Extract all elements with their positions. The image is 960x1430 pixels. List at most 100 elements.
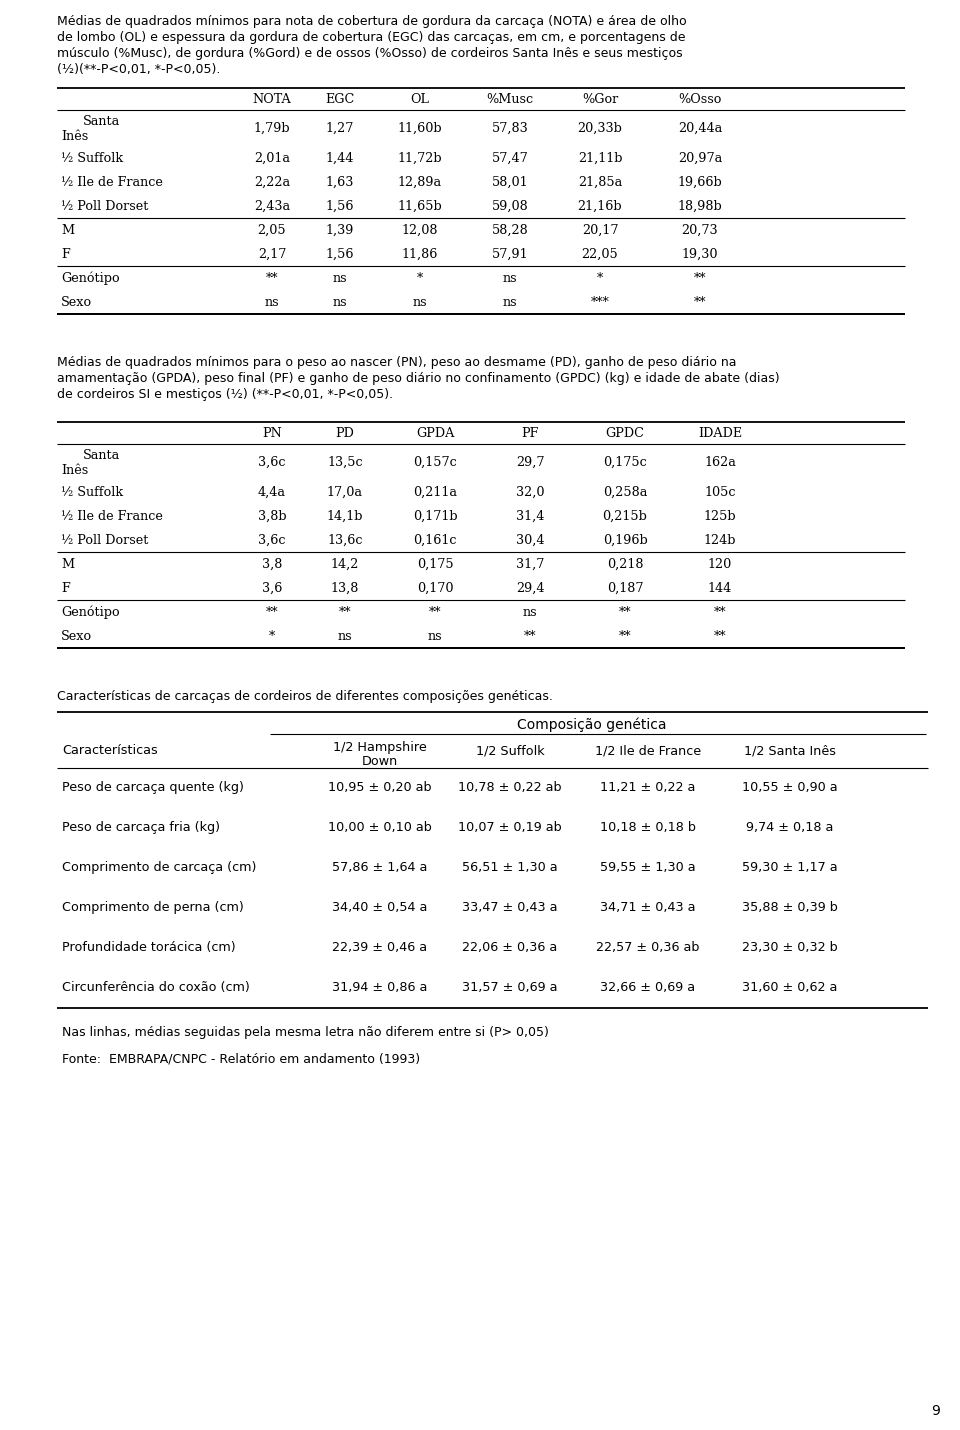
Text: 14,2: 14,2 [331,558,359,571]
Text: 125b: 125b [704,509,736,522]
Text: 0,171b: 0,171b [413,509,457,522]
Text: 0,161c: 0,161c [413,533,457,546]
Text: **: ** [619,605,632,619]
Text: GPDC: GPDC [606,428,644,440]
Text: 59,55 ± 1,30 a: 59,55 ± 1,30 a [600,861,696,875]
Text: *: * [597,272,603,285]
Text: 162a: 162a [704,456,736,469]
Text: **: ** [429,605,442,619]
Text: amamentação (GPDA), peso final (PF) e ganho de peso diário no confinamento (GPDC: amamentação (GPDA), peso final (PF) e ga… [57,372,780,385]
Text: Médias de quadrados mínimos para nota de cobertura de gordura da carcaça (NOTA) : Médias de quadrados mínimos para nota de… [57,14,686,29]
Text: Inês: Inês [61,130,88,143]
Text: **: ** [713,629,727,642]
Text: 32,66 ± 0,69 a: 32,66 ± 0,69 a [600,981,696,994]
Text: 2,17: 2,17 [258,247,286,260]
Text: PN: PN [262,428,282,440]
Text: 3,6c: 3,6c [258,456,286,469]
Text: 21,11b: 21,11b [578,152,622,164]
Text: 2,43a: 2,43a [254,200,290,213]
Text: ½ Poll Dorset: ½ Poll Dorset [61,533,149,546]
Text: 57,86 ± 1,64 a: 57,86 ± 1,64 a [332,861,428,875]
Text: Peso de carcaça fria (kg): Peso de carcaça fria (kg) [62,821,220,835]
Text: 18,98b: 18,98b [678,200,722,213]
Text: 35,88 ± 0,39 b: 35,88 ± 0,39 b [742,901,838,915]
Text: 20,97a: 20,97a [678,152,722,164]
Text: 1/2 Santa Inês: 1/2 Santa Inês [744,745,836,758]
Text: 20,44a: 20,44a [678,122,722,134]
Text: OL: OL [411,93,429,106]
Text: 11,65b: 11,65b [397,200,443,213]
Text: 57,83: 57,83 [492,122,528,134]
Text: 144: 144 [708,582,732,595]
Text: 9: 9 [931,1404,940,1419]
Text: 21,85a: 21,85a [578,176,622,189]
Text: 10,78 ± 0,22 ab: 10,78 ± 0,22 ab [458,782,562,795]
Text: ½ Suffolk: ½ Suffolk [61,486,123,499]
Text: Santa: Santa [83,449,120,462]
Text: ½ Ile de France: ½ Ile de France [61,176,163,189]
Text: 13,8: 13,8 [331,582,359,595]
Text: 105c: 105c [705,486,735,499]
Text: 0,218: 0,218 [607,558,643,571]
Text: 31,94 ± 0,86 a: 31,94 ± 0,86 a [332,981,428,994]
Text: 10,00 ± 0,10 ab: 10,00 ± 0,10 ab [328,821,432,835]
Text: **: ** [524,629,537,642]
Text: PD: PD [336,428,354,440]
Text: Composição genética: Composição genética [516,718,666,732]
Text: 10,07 ± 0,19 ab: 10,07 ± 0,19 ab [458,821,562,835]
Text: 20,73: 20,73 [682,223,718,236]
Text: músculo (%Musc), de gordura (%Gord) e de ossos (%Osso) de cordeiros Santa Inês e: músculo (%Musc), de gordura (%Gord) e de… [57,47,683,60]
Text: 11,86: 11,86 [402,247,438,260]
Text: ns: ns [413,296,427,309]
Text: 1/2 Suffolk: 1/2 Suffolk [476,745,544,758]
Text: 10,18 ± 0,18 b: 10,18 ± 0,18 b [600,821,696,835]
Text: Genótipo: Genótipo [61,272,120,285]
Text: 31,4: 31,4 [516,509,544,522]
Text: Fonte:  EMBRAPA/CNPC - Relatório em andamento (1993): Fonte: EMBRAPA/CNPC - Relatório em andam… [62,1052,420,1065]
Text: GPDA: GPDA [416,428,454,440]
Text: ns: ns [428,629,443,642]
Text: ns: ns [333,272,348,285]
Text: M: M [61,223,74,236]
Text: 21,16b: 21,16b [578,200,622,213]
Text: Comprimento de carcaça (cm): Comprimento de carcaça (cm) [62,861,256,875]
Text: 4,4a: 4,4a [258,486,286,499]
Text: F: F [61,582,70,595]
Text: *: * [417,272,423,285]
Text: 33,47 ± 0,43 a: 33,47 ± 0,43 a [463,901,558,915]
Text: 13,5c: 13,5c [327,456,363,469]
Text: 1,79b: 1,79b [253,122,290,134]
Text: Comprimento de perna (cm): Comprimento de perna (cm) [62,901,244,915]
Text: F: F [61,247,70,260]
Text: ns: ns [522,605,538,619]
Text: de lombo (OL) e espessura da gordura de cobertura (EGC) das carcaças, em cm, e p: de lombo (OL) e espessura da gordura de … [57,31,685,44]
Text: 0,170: 0,170 [417,582,453,595]
Text: **: ** [619,629,632,642]
Text: 10,95 ± 0,20 ab: 10,95 ± 0,20 ab [328,782,432,795]
Text: Sexo: Sexo [61,296,92,309]
Text: 13,6c: 13,6c [327,533,363,546]
Text: Peso de carcaça quente (kg): Peso de carcaça quente (kg) [62,782,244,795]
Text: 2,05: 2,05 [257,223,286,236]
Text: 57,91: 57,91 [492,247,528,260]
Text: 0,215b: 0,215b [603,509,647,522]
Text: 22,39 ± 0,46 a: 22,39 ± 0,46 a [332,941,427,954]
Text: 17,0a: 17,0a [327,486,363,499]
Text: 1,56: 1,56 [325,200,354,213]
Text: %Musc: %Musc [487,93,534,106]
Text: 32,0: 32,0 [516,486,544,499]
Text: ns: ns [503,296,517,309]
Text: Inês: Inês [61,463,88,478]
Text: 14,1b: 14,1b [326,509,363,522]
Text: 3,6c: 3,6c [258,533,286,546]
Text: 3,8b: 3,8b [257,509,286,522]
Text: 20,33b: 20,33b [578,122,622,134]
Text: 22,57 ± 0,36 ab: 22,57 ± 0,36 ab [596,941,700,954]
Text: 56,51 ± 1,30 a: 56,51 ± 1,30 a [462,861,558,875]
Text: 19,30: 19,30 [682,247,718,260]
Text: ns: ns [333,296,348,309]
Text: Nas linhas, médias seguidas pela mesma letra não diferem entre si (P> 0,05): Nas linhas, médias seguidas pela mesma l… [62,1025,549,1040]
Text: 29,7: 29,7 [516,456,544,469]
Text: 124b: 124b [704,533,736,546]
Text: 11,60b: 11,60b [397,122,443,134]
